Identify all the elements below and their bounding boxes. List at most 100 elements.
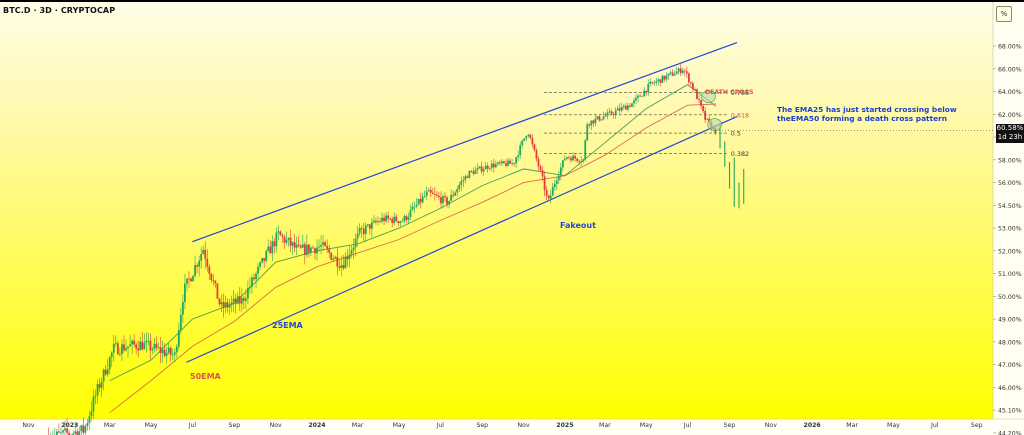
- candle-body: [653, 82, 656, 84]
- y-tick-label: 46.00%: [998, 385, 1022, 392]
- candle-body: [675, 71, 678, 75]
- candle-body: [186, 278, 188, 284]
- candle-body: [537, 158, 540, 167]
- candle-body: [291, 242, 294, 246]
- candle-body: [421, 196, 424, 203]
- death-cross-label: DEATH CROSS: [705, 89, 753, 96]
- candle-body: [582, 159, 585, 162]
- candle-body: [137, 348, 140, 351]
- candle-body: [318, 246, 320, 248]
- candle-body: [358, 227, 361, 234]
- candle-body: [283, 236, 286, 243]
- candle-body: [385, 215, 387, 222]
- percent-scale-button[interactable]: %: [996, 6, 1012, 22]
- candle-body: [265, 250, 268, 261]
- candle-body: [271, 241, 274, 254]
- candle-body: [253, 277, 255, 280]
- candle-body: [608, 111, 611, 113]
- channel-upper-line: [192, 42, 738, 243]
- candle-body: [297, 244, 300, 246]
- candle-body: [62, 430, 64, 433]
- candle-body: [393, 216, 396, 223]
- candle-body: [212, 280, 215, 281]
- fib-level-label: 0.786: [731, 89, 749, 97]
- candle-body: [425, 191, 428, 196]
- candle-body: [169, 347, 172, 355]
- x-tick-label: Jul: [436, 422, 445, 429]
- candle-body: [149, 340, 152, 351]
- candle-body: [206, 258, 209, 267]
- candle-body: [68, 432, 70, 435]
- candle-body: [627, 105, 629, 110]
- candle-body: [606, 112, 609, 116]
- candle-body: [362, 228, 365, 235]
- candle-body: [401, 221, 404, 223]
- candle-body: [433, 194, 436, 195]
- candle-body: [665, 75, 668, 80]
- candle-body: [153, 343, 156, 350]
- candle-body: [145, 340, 148, 343]
- candle-body: [344, 256, 347, 269]
- candle-body: [572, 155, 574, 161]
- x-tick-label: 2026: [804, 422, 821, 429]
- candle-body: [354, 238, 357, 248]
- candle-body: [564, 158, 566, 161]
- candle-body: [338, 266, 341, 268]
- candle-body: [462, 179, 465, 182]
- candle-body: [279, 231, 282, 236]
- candle-body: [350, 250, 353, 255]
- candle-body: [165, 352, 168, 356]
- candle-body: [576, 158, 579, 161]
- candle-body: [639, 95, 641, 97]
- ema-cross-circle: [707, 118, 722, 131]
- candle-body: [413, 206, 416, 208]
- candle-body: [72, 433, 75, 435]
- ema25-line: [109, 84, 717, 382]
- candle-body: [277, 231, 280, 233]
- candle-body: [112, 343, 115, 353]
- candle-body: [275, 232, 278, 247]
- candle-body: [247, 287, 249, 299]
- candle-body: [647, 83, 650, 93]
- candle-body: [515, 157, 518, 164]
- chart-title: BTC.D · 3D · CRYPTOCAP: [3, 6, 116, 15]
- candle-body: [505, 163, 507, 166]
- x-tick-label: Nov: [22, 422, 34, 429]
- candle-body: [474, 170, 477, 174]
- y-tick-label: 49.00%: [998, 317, 1022, 324]
- candle-body: [200, 254, 203, 261]
- x-tick-label: Sep: [229, 422, 241, 429]
- y-tick-label: 50.00%: [998, 294, 1022, 301]
- candle-body: [238, 296, 241, 304]
- candle-body: [383, 217, 385, 222]
- candle-body: [519, 145, 522, 156]
- candle-body: [535, 150, 538, 159]
- candle-body: [708, 118, 711, 122]
- candle-body: [181, 302, 184, 315]
- y-tick-label: 47.00%: [998, 362, 1022, 369]
- y-tick-label: 58.00%: [998, 157, 1022, 164]
- candle-body: [82, 425, 85, 433]
- candle-body: [232, 298, 235, 303]
- candle-body: [352, 247, 355, 251]
- candle-body: [456, 188, 459, 193]
- candle-body: [364, 225, 367, 235]
- candle-body: [332, 258, 335, 260]
- y-tick-label: 45.10%: [998, 408, 1022, 415]
- y-tick-label: 48.00%: [998, 339, 1022, 346]
- candle-body: [399, 221, 402, 224]
- candle-body: [127, 346, 129, 349]
- plot-background: [0, 2, 993, 419]
- candle-body: [316, 247, 318, 254]
- candle-body: [64, 428, 66, 431]
- fakeout-label: Fakeout: [560, 221, 596, 230]
- candle-body: [395, 216, 398, 222]
- candle-body: [614, 110, 617, 115]
- x-tick-label: Jul: [930, 422, 939, 429]
- candle-body: [379, 221, 381, 223]
- candle-body: [584, 140, 587, 160]
- candle-body: [141, 341, 144, 350]
- candle-body: [629, 105, 631, 107]
- x-tick-label: May: [887, 422, 900, 429]
